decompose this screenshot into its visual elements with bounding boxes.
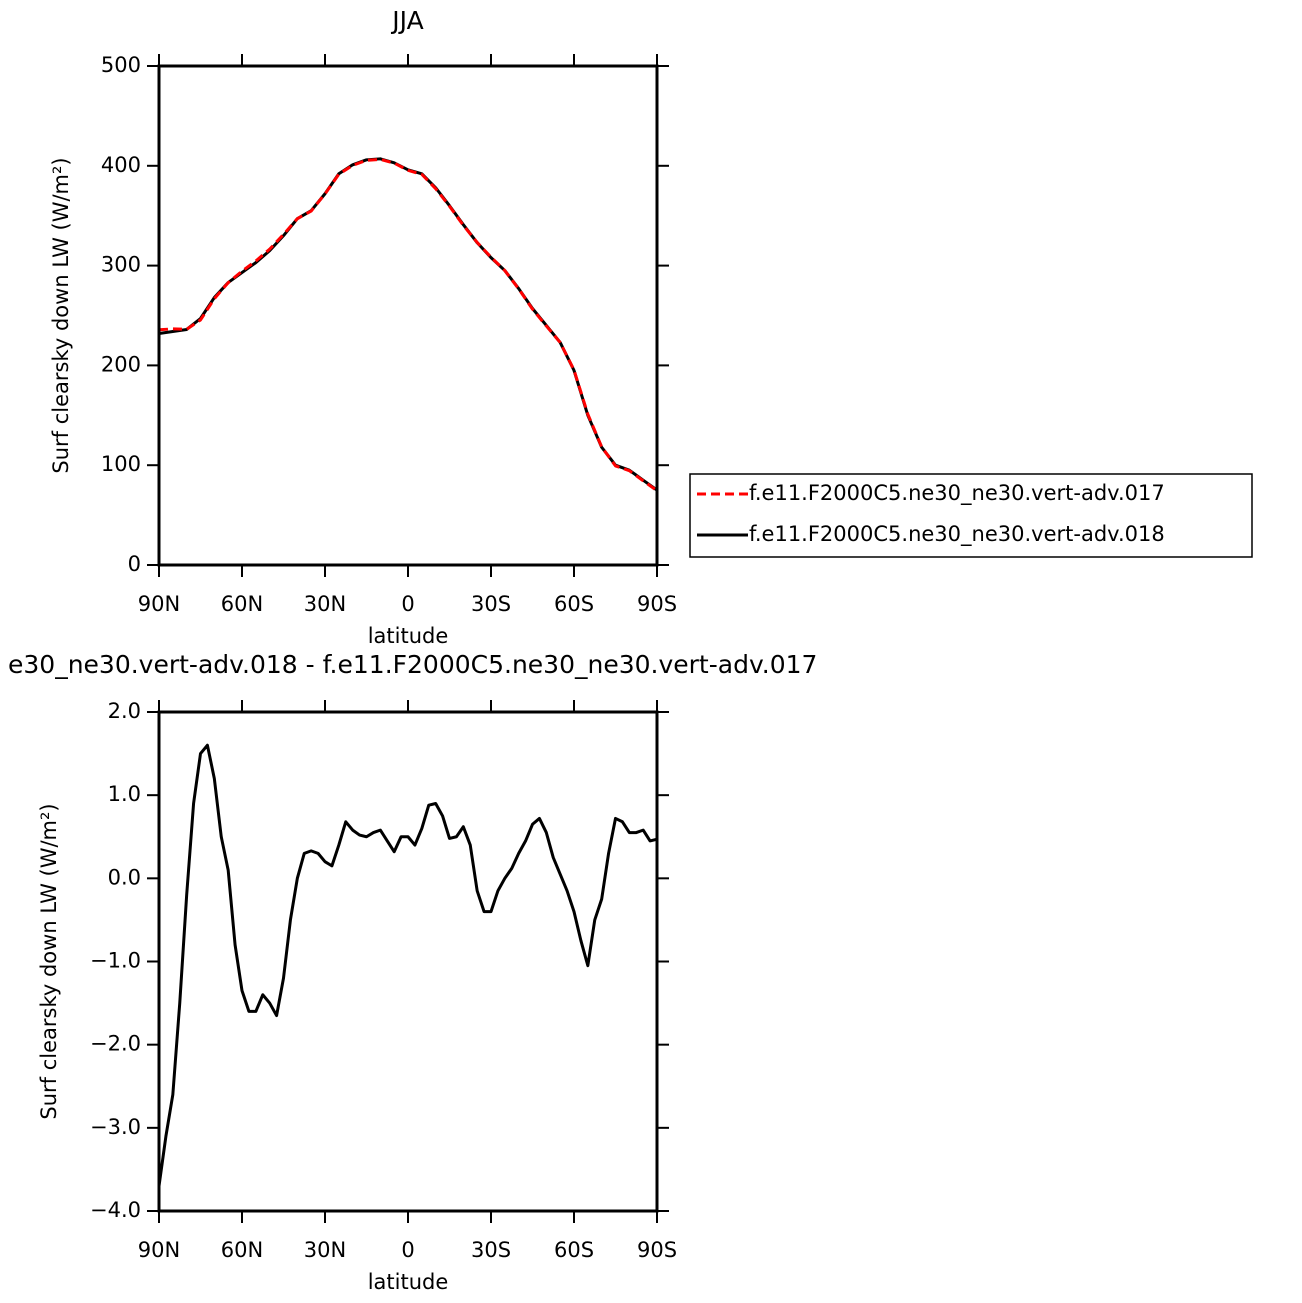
- legend-label: f.e11.F2000C5.ne30_ne30.vert-adv.018: [749, 522, 1165, 547]
- x-tick-label: 60S: [554, 1238, 594, 1262]
- series-line: [159, 157, 657, 492]
- legend-label: f.e11.F2000C5.ne30_ne30.vert-adv.017: [749, 481, 1165, 506]
- plot-frame: [157, 710, 659, 1213]
- x-tick-label: 60N: [221, 1238, 263, 1262]
- x-tick-label: 30S: [471, 592, 511, 616]
- x-axis-label: latitude: [368, 1270, 449, 1294]
- legend-box: [689, 473, 1253, 558]
- y-tick-label: −2.0: [90, 1032, 141, 1056]
- x-tick-label: 60S: [554, 592, 594, 616]
- y-axis-label: Surf clearsky down LW (W/m²): [37, 803, 61, 1119]
- x-tick-label: 0: [401, 1238, 414, 1262]
- chart-title: e30_ne30.vert-adv.018 - f.e11.F2000C5.ne…: [8, 650, 817, 679]
- y-tick-label: 0: [128, 552, 141, 576]
- x-tick-label: 30S: [471, 1238, 511, 1262]
- x-tick-label: 0: [401, 592, 414, 616]
- x-tick-label: 90S: [637, 592, 677, 616]
- y-tick-label: 0.0: [108, 865, 141, 889]
- x-tick-label: 90S: [637, 1238, 677, 1262]
- y-tick-label: 1.0: [108, 782, 141, 806]
- y-tick-label: −4.0: [90, 1198, 141, 1222]
- x-tick-label: 60N: [221, 592, 263, 616]
- y-tick-label: 200: [101, 352, 141, 376]
- x-tick-label: 30N: [304, 1238, 346, 1262]
- y-axis-label: Surf clearsky down LW (W/m²): [49, 157, 73, 473]
- series-line: [159, 157, 657, 492]
- y-tick-label: 100: [101, 452, 141, 476]
- y-tick-label: 500: [101, 53, 141, 77]
- x-tick-label: 90N: [138, 592, 180, 616]
- y-tick-label: −1.0: [90, 949, 141, 973]
- x-tick-label: 90N: [138, 1238, 180, 1262]
- y-tick-label: 400: [101, 153, 141, 177]
- plot-frame: [157, 64, 659, 567]
- x-tick-label: 30N: [304, 592, 346, 616]
- y-tick-label: 300: [101, 253, 141, 277]
- series-line: [159, 743, 657, 1187]
- y-tick-label: −3.0: [90, 1115, 141, 1139]
- x-axis-label: latitude: [368, 624, 449, 648]
- chart-title: JJA: [390, 6, 423, 35]
- y-tick-label: 2.0: [108, 699, 141, 723]
